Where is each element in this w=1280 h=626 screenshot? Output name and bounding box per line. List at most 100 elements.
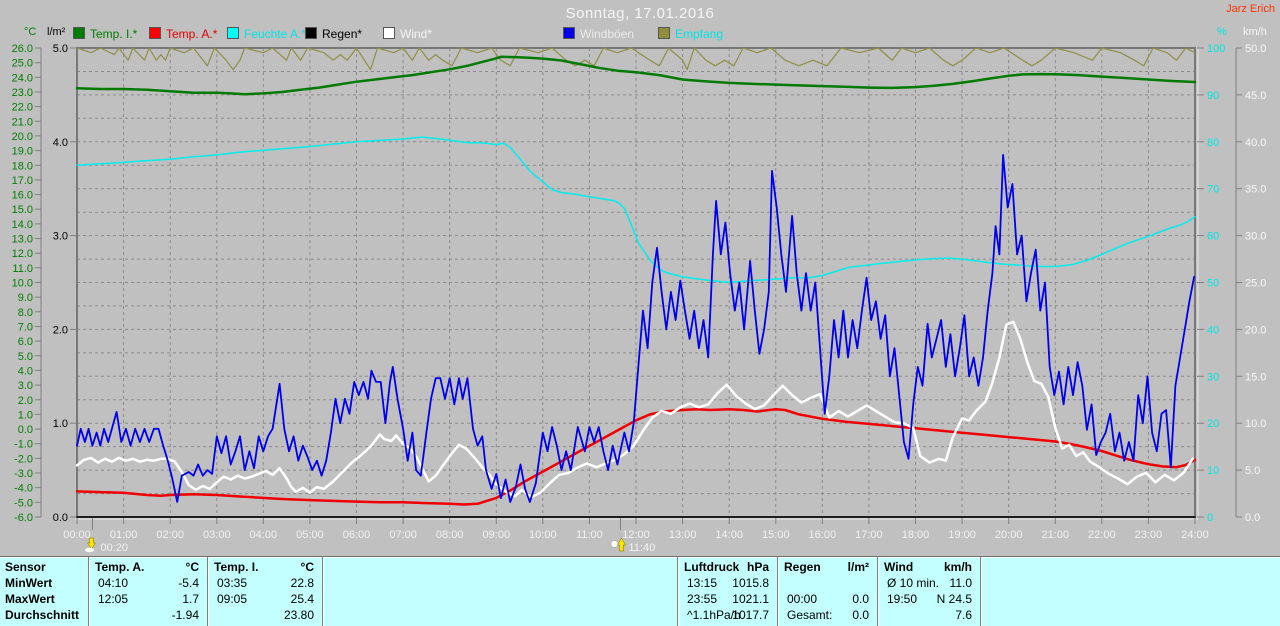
svg-text:15:00: 15:00 bbox=[762, 529, 790, 541]
svg-text:14:00: 14:00 bbox=[715, 529, 743, 541]
panel-value: 11.0 bbox=[949, 576, 972, 590]
axis-unit-rain: l/m² bbox=[47, 26, 66, 38]
panel-value-time: 04:10 bbox=[98, 576, 129, 590]
svg-text:24:00: 24:00 bbox=[1181, 529, 1209, 541]
svg-text:0.0: 0.0 bbox=[1245, 512, 1260, 524]
axis-rain: 5.0 4.0 3.0 2.0 1.0 0.0 bbox=[53, 43, 77, 524]
panel-value-time: 19:50 bbox=[887, 592, 918, 606]
svg-text:10:00: 10:00 bbox=[529, 529, 557, 541]
legend-label: Temp. A.* bbox=[166, 27, 218, 41]
svg-text:3.0: 3.0 bbox=[53, 231, 68, 243]
svg-text:10.0: 10.0 bbox=[1245, 418, 1266, 430]
legend-swatch-icon bbox=[227, 27, 239, 39]
legend-item-7: Empfang bbox=[658, 27, 723, 41]
svg-text:8.0: 8.0 bbox=[18, 307, 33, 319]
svg-text:26.0: 26.0 bbox=[12, 43, 33, 55]
legend-label: Regen* bbox=[322, 27, 363, 41]
svg-text:-1.0: -1.0 bbox=[14, 439, 33, 451]
svg-text:22:00: 22:00 bbox=[1088, 529, 1116, 541]
svg-text:50.0: 50.0 bbox=[1245, 43, 1266, 55]
moonrise-icon bbox=[610, 540, 619, 548]
legend-label: Wind* bbox=[400, 27, 433, 41]
panel-value: 1021.1 bbox=[732, 592, 769, 606]
axis-unit-celsius: °C bbox=[24, 26, 37, 38]
svg-text:100: 100 bbox=[1207, 43, 1225, 55]
legend-swatch-icon bbox=[658, 27, 670, 39]
series-wind bbox=[75, 320, 1194, 499]
panel-value: 1.7 bbox=[182, 592, 199, 606]
legend-swatch-icon bbox=[383, 27, 395, 39]
horizon-icon bbox=[85, 547, 95, 553]
svg-text:1.0: 1.0 bbox=[53, 418, 68, 430]
svg-text:21:00: 21:00 bbox=[1042, 529, 1070, 541]
svg-text:13:00: 13:00 bbox=[669, 529, 697, 541]
svg-text:13.0: 13.0 bbox=[12, 234, 33, 246]
svg-text:0.0: 0.0 bbox=[18, 424, 33, 436]
svg-text:2.0: 2.0 bbox=[18, 395, 33, 407]
panel-column-header: Regen bbox=[784, 560, 821, 574]
legend-swatch-icon bbox=[73, 27, 85, 39]
svg-text:10.0: 10.0 bbox=[12, 278, 33, 290]
svg-text:05:00: 05:00 bbox=[296, 529, 324, 541]
panel-column-header: Temp. I. bbox=[214, 560, 259, 574]
svg-text:06:00: 06:00 bbox=[343, 529, 371, 541]
svg-text:9.0: 9.0 bbox=[18, 292, 33, 304]
svg-text:5.0: 5.0 bbox=[18, 351, 33, 363]
panel-row-header: MinWert bbox=[5, 576, 53, 590]
svg-text:2.0: 2.0 bbox=[53, 324, 68, 336]
panel-value: -1.94 bbox=[171, 608, 199, 622]
panel-value-time: Ø 10 min. bbox=[887, 576, 940, 590]
panel-value: 0.0 bbox=[852, 608, 869, 622]
svg-text:5.0: 5.0 bbox=[1245, 465, 1260, 477]
svg-text:23.0: 23.0 bbox=[12, 87, 33, 99]
panel-value-time: ^1.1hPa/h bbox=[687, 608, 741, 622]
panel-row-header: Sensor bbox=[5, 560, 46, 574]
panel-row-header: Durchschnitt bbox=[5, 608, 80, 622]
page-title: Sonntag, 17.01.2016 bbox=[565, 5, 715, 22]
panel-column-divider bbox=[980, 557, 982, 626]
axis-unit-wind: km/h bbox=[1243, 26, 1267, 38]
panel-value-time: 03:35 bbox=[217, 576, 248, 590]
legend-item-2: Temp. A.* bbox=[149, 27, 217, 41]
svg-text:-6.0: -6.0 bbox=[14, 512, 33, 524]
svg-text:23:00: 23:00 bbox=[1135, 529, 1163, 541]
panel-column-divider bbox=[88, 557, 90, 626]
svg-text:-3.0: -3.0 bbox=[14, 468, 33, 480]
svg-text:01:00: 01:00 bbox=[110, 529, 138, 541]
svg-text:20.0: 20.0 bbox=[1245, 324, 1266, 336]
svg-text:12.0: 12.0 bbox=[12, 248, 33, 260]
panel-column-unit: hPa bbox=[746, 560, 769, 574]
axis-wind: 50.0 45.0 40.0 35.0 30.0 25.0 20.0 15.0 10.0 5.0 0… bbox=[1235, 43, 1266, 524]
panel-value: 0.0 bbox=[852, 592, 869, 606]
legend-label: Temp. I.* bbox=[90, 27, 138, 41]
svg-text:4.0: 4.0 bbox=[53, 137, 68, 149]
svg-text:19:00: 19:00 bbox=[948, 529, 976, 541]
panel-value: -5.4 bbox=[178, 576, 199, 590]
legend-label: Empfang bbox=[675, 27, 724, 41]
legend-item-1: Temp. I.* bbox=[73, 27, 137, 41]
svg-text:18:00: 18:00 bbox=[902, 529, 930, 541]
svg-text:-5.0: -5.0 bbox=[14, 497, 33, 509]
legend-swatch-icon bbox=[149, 27, 161, 39]
panel-value: 23.80 bbox=[283, 608, 314, 622]
legend-label: Feuchte A.* bbox=[244, 27, 307, 41]
svg-text:00:00: 00:00 bbox=[63, 529, 91, 541]
gridlines bbox=[77, 48, 1195, 517]
svg-text:15.0: 15.0 bbox=[12, 204, 33, 216]
svg-text:3.0: 3.0 bbox=[18, 380, 33, 392]
panel-value-time: 00:00 bbox=[787, 592, 818, 606]
svg-text:11:40: 11:40 bbox=[628, 542, 655, 554]
svg-text:09:00: 09:00 bbox=[483, 529, 511, 541]
svg-text:25.0: 25.0 bbox=[1245, 278, 1266, 290]
svg-text:24.0: 24.0 bbox=[12, 72, 33, 84]
panel-column-divider bbox=[777, 557, 779, 626]
svg-text:10: 10 bbox=[1207, 465, 1219, 477]
statistics-panel: Sensor MinWert MaxWert Durchschnitt Temp. A.… bbox=[0, 556, 1280, 626]
panel-value: 1017.7 bbox=[732, 608, 769, 622]
svg-text:25.0: 25.0 bbox=[12, 58, 33, 70]
svg-text:80: 80 bbox=[1207, 137, 1219, 149]
legend-item-3: Feuchte A.* bbox=[227, 27, 306, 41]
svg-text:02:00: 02:00 bbox=[156, 529, 184, 541]
svg-text:17.0: 17.0 bbox=[12, 175, 33, 187]
